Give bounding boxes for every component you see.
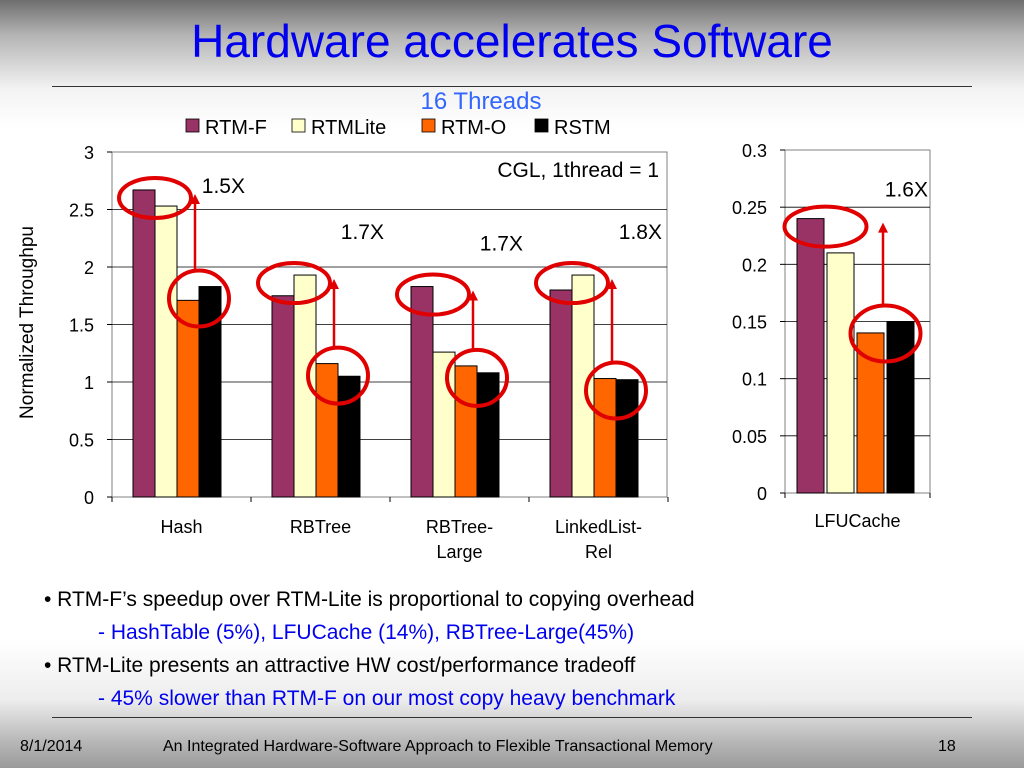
y-tick-label: 0 xyxy=(84,488,94,508)
y-tick-label: 2.5 xyxy=(69,201,94,221)
highlight-circle xyxy=(256,261,332,306)
y-tick-label: 0.05 xyxy=(732,427,767,447)
footer-divider xyxy=(52,717,972,718)
x-category-label: Hash xyxy=(160,517,202,537)
speedup-label: 1.6X xyxy=(885,179,928,202)
bar-rstm xyxy=(476,372,500,498)
bar-rstm xyxy=(337,375,361,498)
bar-rtm-f xyxy=(796,218,825,494)
highlight-circle xyxy=(395,272,471,317)
highlight-circle xyxy=(117,175,193,220)
title-divider xyxy=(52,86,972,87)
bar-rtm-f xyxy=(410,286,434,498)
y-tick-label: 0.2 xyxy=(742,255,767,275)
bar-rtmlite xyxy=(571,274,595,498)
bar-rtmlite xyxy=(826,252,855,494)
footer-date: 8/1/2014 xyxy=(20,738,83,755)
x-category-label: LFUCache xyxy=(814,511,900,531)
bullet-list: • RTM-F’s speedup over RTM-Lite is propo… xyxy=(44,586,695,718)
bullet-point: • RTM-F’s speedup over RTM-Lite is propo… xyxy=(44,588,695,611)
chart-annotation: CGL, 1thread = 1 xyxy=(497,159,659,182)
x-category-label: Rel xyxy=(585,542,612,562)
bar-rstm xyxy=(198,286,222,498)
highlight-circle xyxy=(445,347,509,408)
bar-rtm-f xyxy=(271,295,295,498)
highlight-circle xyxy=(848,303,923,364)
y-tick-label: 0.25 xyxy=(732,198,767,218)
y-tick-label: 1.5 xyxy=(69,316,94,336)
y-tick-label: 2 xyxy=(84,258,94,278)
bar-rstm xyxy=(615,379,639,498)
y-tick-label: 1 xyxy=(84,373,94,393)
y-tick-label: 3 xyxy=(84,143,94,163)
slide-title: Hardware accelerates Software xyxy=(191,15,833,67)
bar-rtm-o xyxy=(315,363,339,498)
bar-rtm-o xyxy=(176,299,200,498)
legend-swatch-rtm-f xyxy=(185,118,200,133)
speedup-arrowhead xyxy=(190,193,200,204)
bar-rtmlite xyxy=(293,274,317,498)
highlight-circle xyxy=(534,261,610,306)
x-category-label: RBTree xyxy=(290,517,351,537)
highlight-circle xyxy=(167,268,231,329)
y-tick-label: 0.15 xyxy=(732,313,767,333)
speedup-label: 1.8X xyxy=(619,221,662,244)
bar-rtm-f xyxy=(132,189,156,498)
bar-rtm-o xyxy=(454,365,478,498)
footer-title: An Integrated Hardware-Software Approach… xyxy=(163,738,713,755)
legend-label-rtm-f: RTM-F xyxy=(205,117,267,139)
sub-bullet: - HashTable (5%), LFUCache (14%), RBTree… xyxy=(98,621,635,644)
legend-swatch-rtmlite xyxy=(291,118,306,133)
speedup-label: 1.5X xyxy=(202,175,245,198)
speedup-label: 1.7X xyxy=(341,221,384,244)
highlight-circle xyxy=(306,345,370,406)
x-category-label: Large xyxy=(436,542,482,562)
bullet-point: • RTM-Lite presents an attractive HW cos… xyxy=(44,654,636,677)
y-axis-title: Normalized Throughpu xyxy=(17,226,38,419)
y-tick-label: 0.1 xyxy=(742,370,767,390)
bar-rtm-f xyxy=(549,289,573,498)
bar-rtmlite xyxy=(432,351,456,498)
speedup-arrowhead xyxy=(329,279,339,290)
legend-swatch-rtm-o xyxy=(421,118,436,133)
legend-label-rtm-o: RTM-O xyxy=(441,117,506,139)
speedup-arrowhead xyxy=(607,279,617,290)
x-category-label: LinkedList- xyxy=(555,517,642,537)
bar-rtmlite xyxy=(154,205,178,498)
bar-rtm-o xyxy=(593,378,617,498)
y-tick-label: 0 xyxy=(757,484,767,504)
sub-bullet: - 45% slower than RTM-F on our most copy… xyxy=(98,687,676,710)
speedup-arrowhead xyxy=(468,290,478,301)
legend-swatch-rstm xyxy=(534,118,549,133)
legend-label-rtmlite: RTMLite xyxy=(311,117,386,139)
y-tick-label: 0.5 xyxy=(69,431,94,451)
slide-number: 18 xyxy=(938,738,956,755)
highlight-circle xyxy=(584,360,648,421)
speedup-label: 1.7X xyxy=(480,233,523,256)
throughput-charts: RTM-F RTMLite RTM-O RSTM 0 0.5 1 1.5 2 2.5 3 Hash RB… xyxy=(17,117,931,562)
x-category-label: RBTree- xyxy=(426,517,493,537)
chart-subtitle: 16 Threads xyxy=(420,88,542,115)
highlight-circle xyxy=(782,204,869,249)
legend-label-rstm: RSTM xyxy=(554,117,611,139)
speedup-arrowhead xyxy=(878,222,888,233)
bar-rstm xyxy=(886,321,915,494)
y-tick-label: 0.3 xyxy=(742,141,767,161)
